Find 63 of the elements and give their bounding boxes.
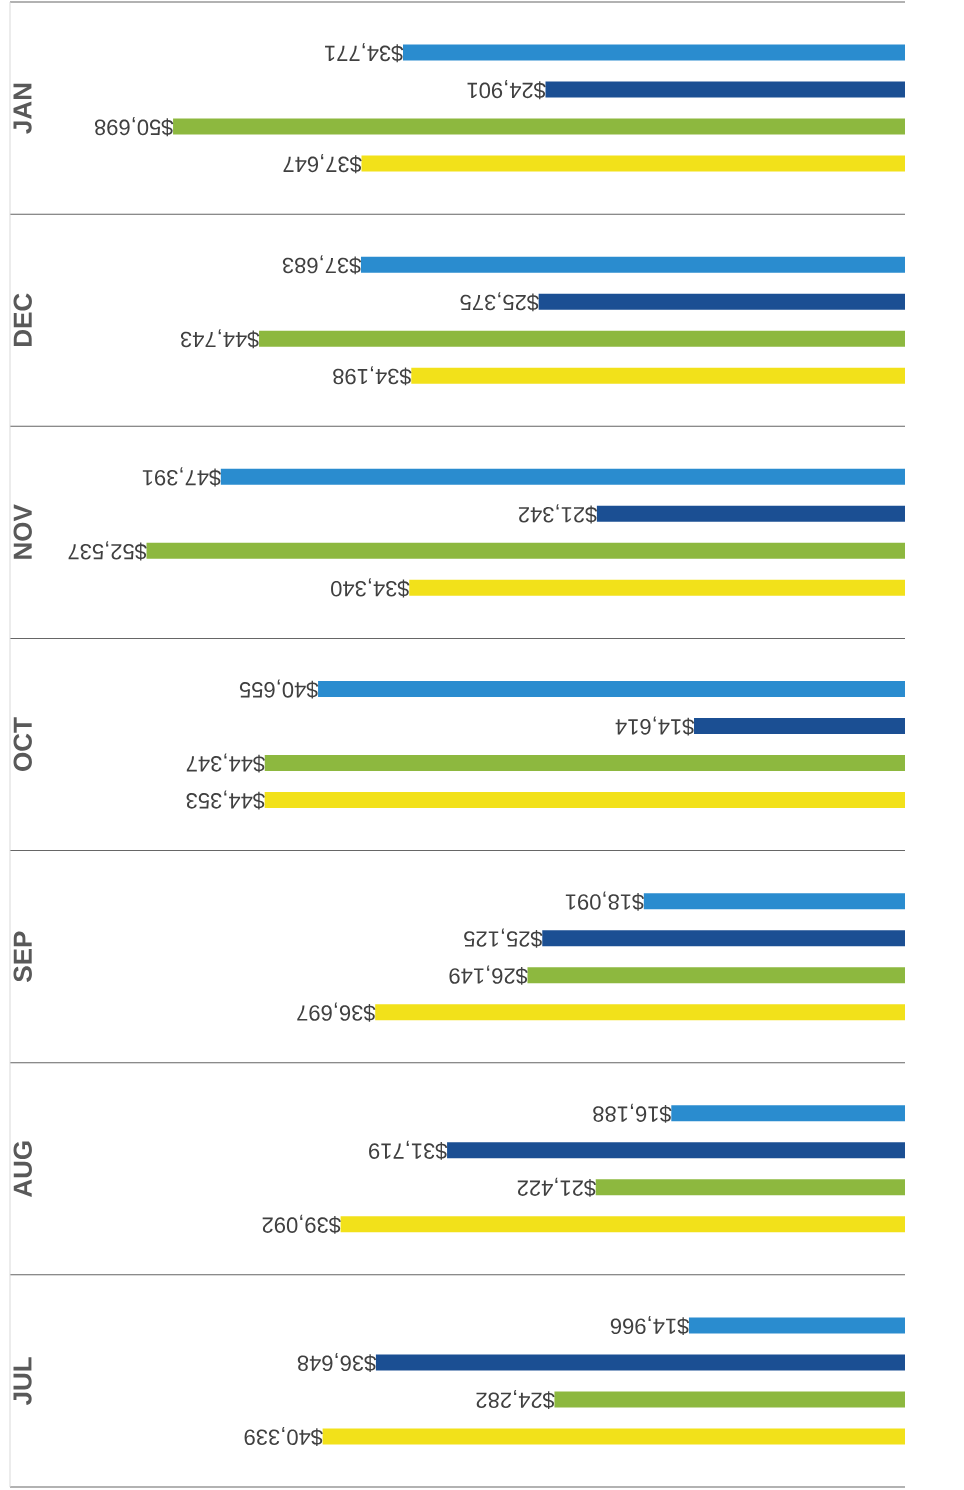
data-label: $37,683: [282, 255, 362, 275]
y-tick-label: SEP: [13, 931, 32, 982]
bar: [318, 681, 905, 698]
bar: [264, 792, 905, 809]
bar: [360, 256, 905, 273]
data-label: $21,342: [518, 504, 598, 524]
data-label: $40,655: [239, 679, 319, 699]
bar: [375, 1354, 905, 1371]
data-label: $44,743: [180, 329, 260, 349]
bar: [259, 330, 905, 347]
data-label: $40,339: [244, 1426, 323, 1446]
bar: [409, 579, 905, 596]
data-label: $25,125: [464, 928, 543, 948]
data-label: $36,697: [297, 1002, 376, 1022]
data-label: $34,340: [331, 578, 410, 598]
data-label: $24,901: [467, 80, 546, 100]
data-label: $14,614: [615, 716, 695, 736]
bar: [322, 1428, 905, 1445]
data-label: $34,198: [333, 366, 412, 386]
data-label: $47,391: [142, 467, 222, 487]
bar: [694, 718, 905, 735]
data-label: $39,092: [262, 1214, 341, 1234]
data-label: $14,966: [610, 1315, 690, 1335]
data-label: $21,422: [517, 1177, 596, 1197]
data-label: $44,347: [186, 753, 265, 773]
bar: [688, 1317, 905, 1334]
bar: [220, 468, 905, 485]
bar: [527, 967, 905, 984]
bar: [671, 1105, 905, 1122]
y-tick-label: JAN: [13, 83, 32, 134]
bar: [340, 1216, 905, 1233]
bar: [542, 930, 905, 947]
data-label: $52,537: [68, 541, 147, 561]
data-label: $36,648: [297, 1352, 377, 1372]
data-label: $26,149: [449, 965, 528, 985]
data-label: $37,647: [283, 154, 362, 174]
y-tick-label: OCT: [13, 717, 32, 771]
data-label: $34,771: [325, 43, 404, 63]
bar: [595, 1179, 905, 1196]
bar: [264, 755, 905, 772]
bar: [643, 893, 905, 910]
data-label: $25,375: [460, 292, 539, 312]
y-tick-label: AUG: [13, 1141, 32, 1198]
bar: [545, 81, 905, 98]
bar: [403, 44, 905, 61]
bar: [596, 505, 905, 522]
bar: [554, 1391, 905, 1408]
data-label: $50,698: [94, 117, 174, 137]
bar: [411, 367, 905, 384]
data-label: $31,719: [369, 1140, 448, 1160]
data-label: $24,282: [476, 1389, 555, 1409]
bar: [361, 155, 905, 172]
y-tick-label: NOV: [13, 504, 32, 559]
data-label: $16,188: [593, 1103, 672, 1123]
bar: [447, 1142, 905, 1159]
bar: [146, 542, 905, 559]
bar: [375, 1004, 905, 1021]
data-label: $18,091: [565, 891, 645, 911]
data-label: $44,353: [186, 790, 265, 810]
y-tick-label: JUL: [13, 1357, 32, 1406]
y-tick-label: DEC: [13, 293, 32, 346]
bar: [538, 293, 905, 310]
bar: [173, 118, 905, 135]
